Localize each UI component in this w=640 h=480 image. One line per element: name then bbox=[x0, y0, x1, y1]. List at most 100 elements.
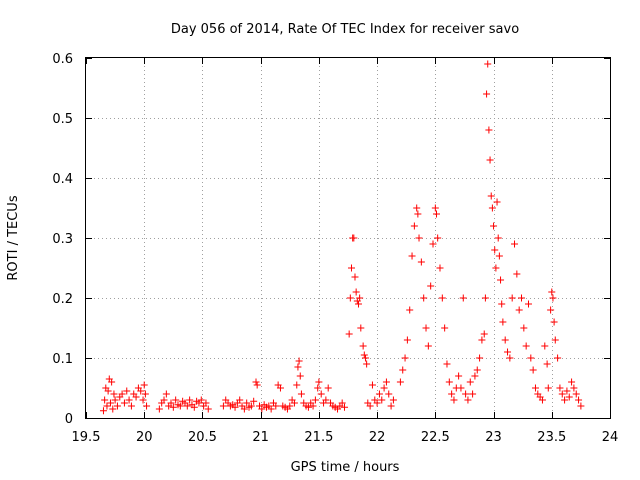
y-tick-label: 0.4 bbox=[52, 172, 73, 187]
data-point bbox=[429, 240, 437, 248]
data-point bbox=[414, 210, 422, 218]
x-tick-label: 21 bbox=[252, 430, 269, 445]
data-point bbox=[120, 399, 128, 407]
x-tick-label: 21.5 bbox=[304, 430, 333, 445]
data-point bbox=[363, 360, 371, 368]
x-tick-label: 22 bbox=[369, 430, 386, 445]
data-point bbox=[286, 402, 294, 410]
data-point bbox=[309, 402, 317, 410]
data-point bbox=[155, 405, 163, 413]
data-point bbox=[304, 403, 312, 411]
data-point bbox=[568, 378, 576, 386]
data-point bbox=[431, 204, 439, 212]
data-point bbox=[247, 402, 255, 410]
data-point bbox=[272, 402, 280, 410]
axis-ticks bbox=[86, 58, 611, 419]
data-point bbox=[382, 378, 390, 386]
data-point bbox=[565, 393, 573, 401]
data-point bbox=[118, 390, 126, 398]
data-point bbox=[350, 234, 358, 242]
data-point bbox=[240, 405, 248, 413]
data-point bbox=[403, 336, 411, 344]
data-point bbox=[538, 396, 546, 404]
data-point bbox=[202, 399, 210, 407]
data-point bbox=[108, 378, 116, 386]
data-point bbox=[141, 390, 149, 398]
data-point bbox=[450, 396, 458, 404]
data-point bbox=[380, 384, 388, 392]
data-point bbox=[483, 90, 491, 98]
y-axis-title: ROTI / TECUs bbox=[6, 195, 21, 280]
data-point bbox=[243, 399, 251, 407]
data-point bbox=[236, 396, 244, 404]
data-point bbox=[550, 318, 558, 326]
data-point bbox=[487, 192, 495, 200]
data-point bbox=[351, 273, 359, 281]
data-point bbox=[561, 396, 569, 404]
data-point bbox=[341, 403, 349, 411]
data-point bbox=[125, 396, 133, 404]
data-point bbox=[448, 390, 456, 398]
y-tick-label: 0.1 bbox=[52, 352, 73, 367]
data-point bbox=[543, 360, 551, 368]
chart-title: Day 056 of 2014, Rate Of TEC Index for r… bbox=[171, 22, 519, 37]
data-point bbox=[504, 348, 512, 356]
y-tick-label: 0 bbox=[65, 412, 73, 427]
data-point bbox=[432, 210, 440, 218]
data-point bbox=[549, 294, 557, 302]
data-point bbox=[554, 354, 562, 362]
data-point bbox=[359, 342, 367, 350]
x-tick-label: 23 bbox=[485, 430, 502, 445]
y-tick-labels: 0 0.1 0.2 0.3 0.4 0.5 0.6 bbox=[52, 52, 73, 427]
data-point bbox=[548, 288, 556, 296]
data-point bbox=[172, 396, 180, 404]
y-tick-label: 0.6 bbox=[52, 52, 73, 67]
data-point bbox=[293, 381, 301, 389]
data-point bbox=[408, 252, 416, 260]
data-point bbox=[511, 240, 519, 248]
data-point bbox=[252, 378, 260, 386]
data-point bbox=[498, 300, 506, 308]
data-point bbox=[231, 403, 239, 411]
data-point bbox=[492, 264, 500, 272]
data-point bbox=[438, 294, 446, 302]
data-point bbox=[99, 407, 107, 415]
data-point bbox=[524, 300, 532, 308]
data-point bbox=[346, 294, 354, 302]
data-point bbox=[478, 336, 486, 344]
data-point bbox=[506, 354, 514, 362]
data-point bbox=[570, 384, 578, 392]
y-tick-label: 0.3 bbox=[52, 232, 73, 247]
plot-frame bbox=[85, 57, 611, 419]
data-point bbox=[410, 222, 418, 230]
data-point bbox=[441, 324, 449, 332]
y-tick-label: 0.2 bbox=[52, 292, 73, 307]
x-tick-label: 22.5 bbox=[421, 430, 450, 445]
data-point bbox=[132, 393, 140, 401]
data-point bbox=[493, 198, 501, 206]
data-point bbox=[311, 396, 319, 404]
data-point bbox=[522, 342, 530, 350]
data-point bbox=[361, 354, 369, 362]
data-point bbox=[123, 387, 131, 395]
data-point bbox=[413, 204, 421, 212]
data-point bbox=[296, 372, 304, 380]
data-point bbox=[297, 390, 305, 398]
data-point bbox=[396, 378, 404, 386]
data-point bbox=[497, 276, 505, 284]
y-tick-label: 0.5 bbox=[52, 112, 73, 127]
data-point bbox=[485, 126, 493, 134]
data-point bbox=[253, 381, 261, 389]
data-point bbox=[389, 396, 397, 404]
data-point bbox=[111, 396, 119, 404]
data-point bbox=[110, 390, 118, 398]
data-point bbox=[366, 402, 374, 410]
data-point bbox=[127, 402, 135, 410]
data-point bbox=[490, 222, 498, 230]
data-point bbox=[469, 390, 477, 398]
data-point bbox=[464, 396, 472, 404]
data-point bbox=[373, 399, 381, 407]
data-point bbox=[494, 234, 502, 242]
data-point bbox=[547, 306, 555, 314]
x-tick-label: 20.5 bbox=[188, 430, 217, 445]
